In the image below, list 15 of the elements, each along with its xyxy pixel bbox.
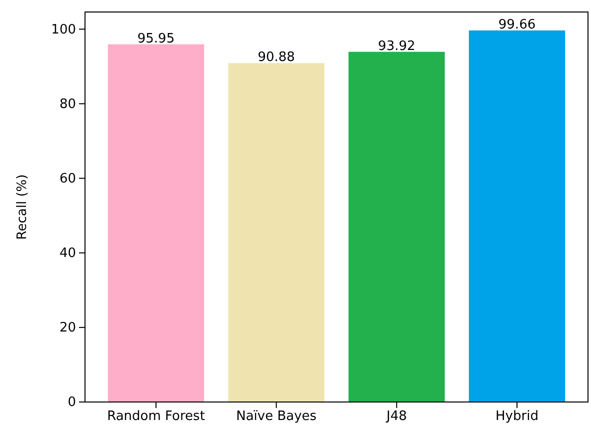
data-label: 93.92 [378,38,416,54]
data-label: 95.95 [137,31,175,46]
data-label: 99.66 [498,17,536,32]
y-axis-title: Recall (%) [15,174,30,240]
x-tick-label: Naïve Bayes [236,409,317,424]
x-tick-label: J48 [385,409,407,424]
y-tick-label: 40 [59,246,76,262]
y-tick-label: 60 [59,171,76,186]
x-tick-label: Hybrid [496,409,538,424]
y-tick-label: 20 [59,320,76,336]
y-tick-label: 100 [51,22,76,38]
y-tick-label: 0 [68,395,76,410]
y-tick-label: 80 [59,96,76,112]
data-label: 90.88 [258,50,295,66]
x-tick-label: Random Forest [107,409,205,424]
